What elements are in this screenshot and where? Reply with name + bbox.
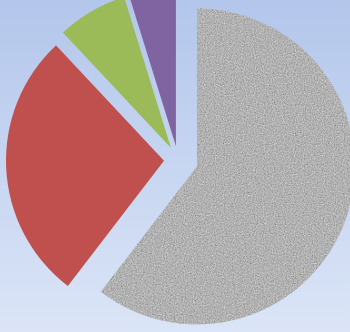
pie-slice-2 [6, 45, 165, 287]
pie-slice-3 [62, 0, 171, 148]
pie-slice-4 [130, 0, 176, 147]
pie-slice-1 [100, 8, 350, 325]
pie-slices [6, 0, 350, 325]
